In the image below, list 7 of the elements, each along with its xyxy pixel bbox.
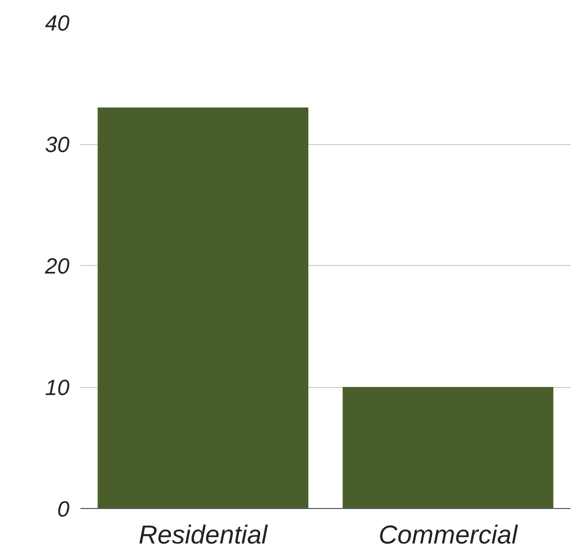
y-tick-label: 0 [57,496,70,522]
y-tick-label: 30 [45,132,70,157]
y-tick-label: 40 [45,10,70,36]
y-tick-label: 10 [45,375,70,400]
x-tick-label: Residential [138,520,269,550]
x-tick-label: Commercial [378,520,519,550]
y-tick-label: 20 [44,254,70,278]
